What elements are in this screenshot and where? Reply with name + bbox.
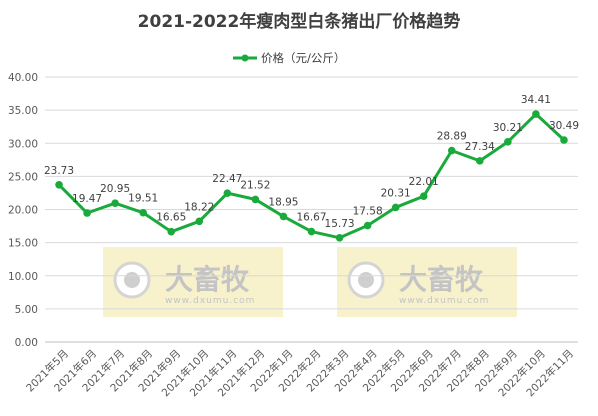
data-point (419, 192, 428, 200)
watermark-brand: 大畜牧 (399, 263, 484, 296)
data-label: 34.41 (521, 94, 551, 106)
data-label: 30.21 (493, 122, 523, 134)
data-label: 15.73 (325, 218, 355, 230)
data-point (223, 189, 232, 197)
logo-icon (113, 261, 151, 299)
data-point (335, 233, 344, 242)
data-label: 17.58 (353, 206, 383, 218)
watermark-url: www.dxumu.com (399, 296, 489, 306)
data-label: 16.67 (296, 212, 326, 224)
data-point (391, 203, 400, 212)
y-tick-label: 40.00 (8, 72, 38, 84)
legend-label: 价格（元/公斤） (261, 51, 345, 65)
x-axis: 2021年5月2021年6月2021年7月2021年8月2021年9月2021年… (23, 347, 576, 399)
watermark-url: www.dxumu.com (165, 296, 255, 306)
y-tick-label: 0.00 (15, 337, 38, 349)
data-point (363, 221, 372, 230)
data-label: 22.47 (212, 173, 242, 185)
grid-lines (45, 76, 578, 343)
data-point (307, 227, 316, 236)
data-label: 18.22 (184, 201, 214, 213)
data-label: 22.01 (409, 176, 439, 188)
data-point (560, 136, 568, 144)
data-point (476, 157, 484, 165)
data-label: 19.47 (72, 193, 102, 205)
data-point (251, 195, 260, 204)
data-point (167, 227, 176, 236)
logo-icon (347, 261, 385, 299)
data-point (447, 146, 456, 155)
data-label: 20.95 (100, 183, 130, 195)
y-tick-label: 10.00 (8, 271, 38, 283)
data-point (111, 199, 119, 208)
data-label: 30.49 (549, 120, 579, 132)
y-tick-label: 20.00 (8, 205, 38, 217)
data-label: 21.52 (240, 179, 270, 191)
data-label: 19.51 (128, 193, 158, 205)
legend-marker (241, 54, 249, 62)
data-point (532, 110, 540, 118)
data-point (195, 217, 204, 226)
y-tick-label: 25.00 (8, 171, 38, 183)
data-label: 28.89 (437, 131, 467, 143)
logo-center (124, 272, 140, 288)
legend: 价格（元/公斤） (233, 51, 345, 65)
data-point (504, 138, 512, 146)
data-label: 20.31 (381, 187, 411, 199)
logo-center (358, 272, 374, 288)
data-label: 27.34 (465, 141, 495, 153)
watermark-brand: 大畜牧 (165, 263, 250, 296)
y-axis: 0.00 5.00 10.00 15.00 20.00 25.00 30.00 35.00 40… (8, 72, 38, 349)
data-point (83, 209, 91, 217)
y-tick-label: 30.00 (8, 138, 38, 150)
y-tick-label: 35.00 (8, 105, 38, 117)
data-point (139, 208, 147, 217)
y-tick-label: 5.00 (15, 304, 38, 316)
data-label: 16.65 (156, 212, 186, 224)
y-tick-label: 15.00 (8, 238, 38, 250)
data-point (55, 180, 63, 189)
data-label: 18.95 (268, 196, 298, 208)
data-label: 23.73 (44, 165, 74, 177)
data-point (279, 212, 288, 221)
chart-title: 2021-2022年瘦肉型白条猪出厂价格趋势 (138, 11, 461, 32)
